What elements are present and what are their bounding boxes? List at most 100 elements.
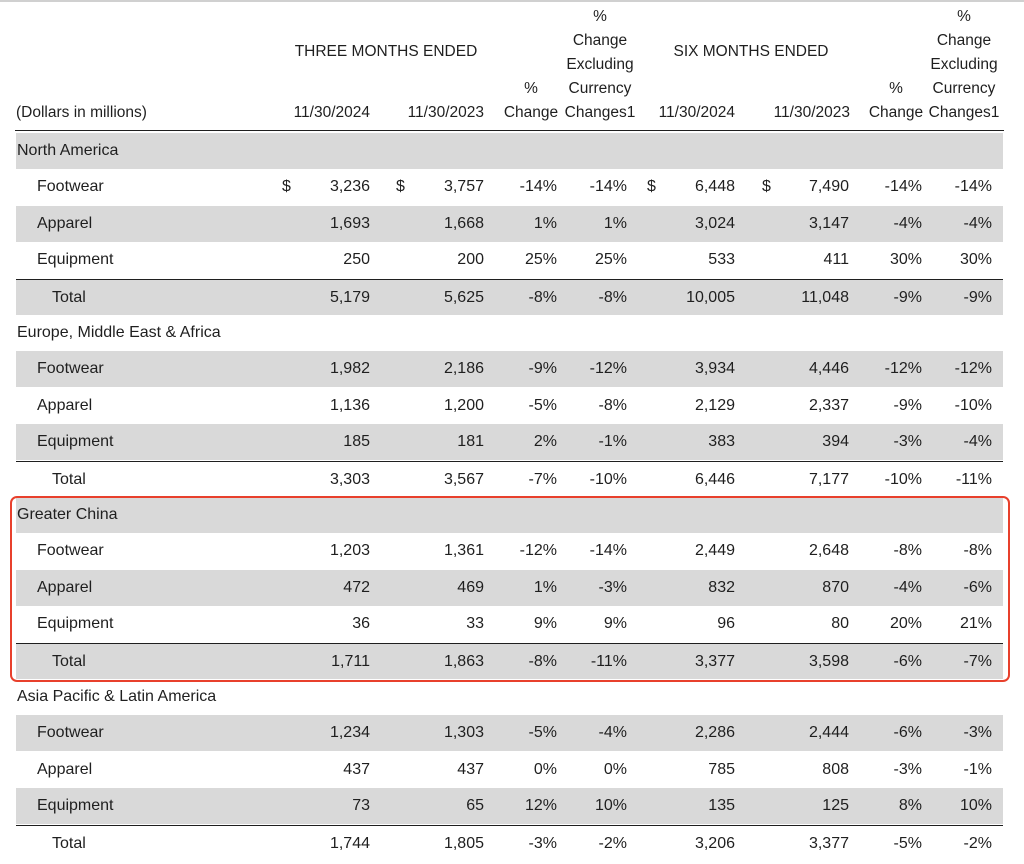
cell-s-prior: 870: [822, 578, 849, 596]
cell-q-cur: 36: [352, 615, 370, 633]
table-row: Apparel 437 437 0% 0% 785 808 -3% -1%: [16, 752, 1003, 788]
q-pct-change-h1: %: [524, 80, 538, 97]
currency-symbol: $: [282, 178, 291, 196]
cell-s-prior: 411: [823, 251, 849, 269]
s-excl-h4: Currency: [932, 80, 996, 97]
cell-s-chg: -5%: [893, 834, 922, 852]
cell-s-cur: 785: [708, 760, 735, 778]
cell-s-cur: 96: [717, 615, 735, 633]
row-label: Footwear: [37, 178, 104, 196]
cell-s-chg: -8%: [893, 542, 922, 560]
cell-q-exfx: 25%: [594, 251, 627, 269]
six-months-header: SIX MONTHS ENDED: [673, 43, 829, 60]
s-excl-h2: Change: [936, 32, 992, 49]
row-label: Total: [52, 288, 86, 306]
row-label: Equipment: [37, 251, 114, 269]
cell-s-prior: 7,177: [808, 470, 849, 488]
currency-symbol: $: [647, 178, 656, 196]
cell-s-prior: 2,444: [808, 724, 849, 742]
s-pct-change-h1: %: [889, 80, 903, 97]
q-prior-date: 11/30/2023: [407, 104, 484, 121]
cell-q-cur: 1,136: [329, 396, 370, 414]
currency-symbol: $: [762, 178, 771, 196]
cell-q-prior: 33: [466, 615, 484, 633]
cell-q-exfx: 10%: [594, 797, 627, 815]
row-label: Equipment: [37, 433, 114, 451]
cell-q-exfx: -3%: [598, 578, 627, 596]
region-header-row: North America: [16, 133, 1003, 169]
row-label: Apparel: [37, 396, 93, 414]
cell-q-chg: 1%: [533, 214, 557, 232]
cell-s-prior: 394: [822, 433, 849, 451]
three-months-header: THREE MONTHS ENDED: [294, 43, 478, 60]
cell-q-exfx: -8%: [598, 288, 627, 306]
region-label: Europe, Middle East & Africa: [17, 324, 221, 341]
q-pct-change-h2: Change: [503, 104, 559, 121]
q-excl-h2: Change: [572, 32, 628, 49]
cell-q-cur: 437: [343, 760, 370, 778]
table-row: Equipment 250 200 25% 25% 533 411 30% 30%: [16, 242, 1003, 278]
cell-s-exfx: -6%: [963, 578, 992, 596]
row-label: Total: [52, 470, 86, 488]
cell-q-chg: -14%: [519, 178, 557, 196]
cell-s-chg: -9%: [893, 396, 922, 414]
cell-q-exfx: -14%: [589, 178, 627, 196]
table-row: Footwear 3,236 3,757 -14% -14% 6,448 7,490 -14%…: [16, 169, 1003, 205]
cell-q-prior: 200: [457, 251, 484, 269]
cell-s-chg: 8%: [898, 797, 922, 815]
table-row: Equipment 36 33 9% 9% 96 80 20% 21%: [16, 606, 1003, 642]
cell-q-chg: 9%: [533, 615, 557, 633]
dollars-label: (Dollars in millions): [16, 104, 147, 121]
cell-q-cur: 1,711: [331, 652, 370, 670]
cell-q-prior: 2,186: [443, 360, 484, 378]
cell-s-chg: -4%: [893, 578, 922, 596]
row-label: Footwear: [37, 542, 104, 560]
region-label: Greater China: [17, 506, 118, 523]
q-excl-h4: Currency: [568, 80, 632, 97]
row-label: Apparel: [37, 760, 93, 778]
cell-s-chg: -4%: [893, 214, 922, 232]
cell-q-prior: 1,303: [443, 724, 484, 742]
cell-s-prior: 4,446: [808, 360, 849, 378]
region-label: Asia Pacific & Latin America: [17, 688, 217, 705]
table-row: Apparel 1,693 1,668 1% 1% 3,024 3,147 -4% -4%: [16, 205, 1003, 242]
cell-s-exfx: 10%: [959, 797, 992, 815]
cell-s-cur: 6,446: [694, 470, 735, 488]
table-row: Apparel 472 469 1% -3% 832 870 -4% -6%: [16, 569, 1003, 606]
cell-s-prior: 808: [822, 760, 849, 778]
cell-q-cur: 1,982: [329, 360, 370, 378]
row-label: Apparel: [37, 214, 93, 232]
cell-q-cur: 5,179: [329, 288, 370, 306]
cell-q-cur: 3,236: [329, 178, 370, 196]
cell-s-exfx: -12%: [954, 360, 992, 378]
total-row: Total 1,744 1,805 -3% -2% 3,206 3,377 -5% -2%: [16, 824, 1003, 861]
cell-s-exfx: 21%: [959, 615, 992, 633]
row-label: Apparel: [37, 578, 93, 596]
s-pct-change-h2: Change: [868, 104, 924, 121]
table-row: Footwear 1,234 1,303 -5% -4% 2,286 2,444 -6% -3%: [16, 715, 1003, 752]
cell-q-chg: -8%: [528, 288, 557, 306]
cell-q-chg: -5%: [528, 724, 557, 742]
s-excl-h5: Changes1: [928, 104, 1000, 121]
cell-q-chg: -5%: [528, 396, 557, 414]
cell-q-cur: 1,744: [329, 834, 370, 852]
cell-s-cur: 3,206: [694, 834, 735, 852]
cell-q-exfx: -14%: [589, 542, 627, 560]
cell-s-exfx: -2%: [963, 834, 992, 852]
cell-q-exfx: 1%: [603, 214, 627, 232]
header-divider: [15, 130, 1004, 131]
cell-q-cur: 250: [343, 251, 370, 269]
cell-q-chg: 0%: [533, 760, 557, 778]
cell-s-exfx: -11%: [955, 470, 992, 488]
cell-s-exfx: -7%: [963, 652, 992, 670]
cell-s-chg: 20%: [889, 615, 922, 633]
row-label: Equipment: [37, 797, 114, 815]
cell-q-prior: 181: [457, 433, 484, 451]
cell-q-cur: 73: [352, 797, 370, 815]
row-label: Total: [52, 834, 86, 852]
region-label: North America: [17, 142, 119, 159]
cell-q-exfx: -11%: [590, 652, 627, 670]
cell-s-cur: 2,449: [694, 542, 735, 560]
cell-q-cur: 472: [343, 578, 370, 596]
cell-q-exfx: -12%: [589, 360, 627, 378]
